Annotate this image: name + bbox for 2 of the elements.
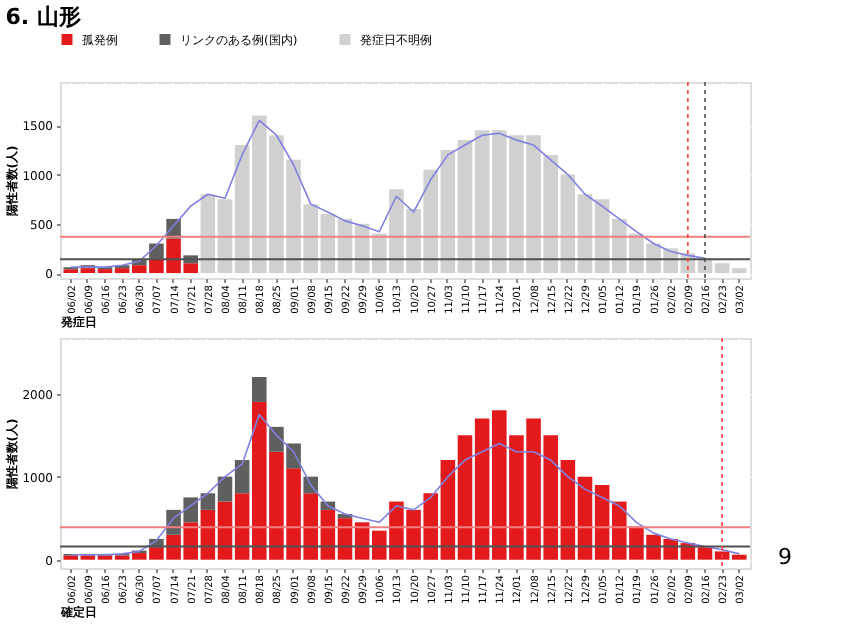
text: 9 xyxy=(778,544,792,570)
chart-title: 6. 山形 xyxy=(5,4,81,30)
